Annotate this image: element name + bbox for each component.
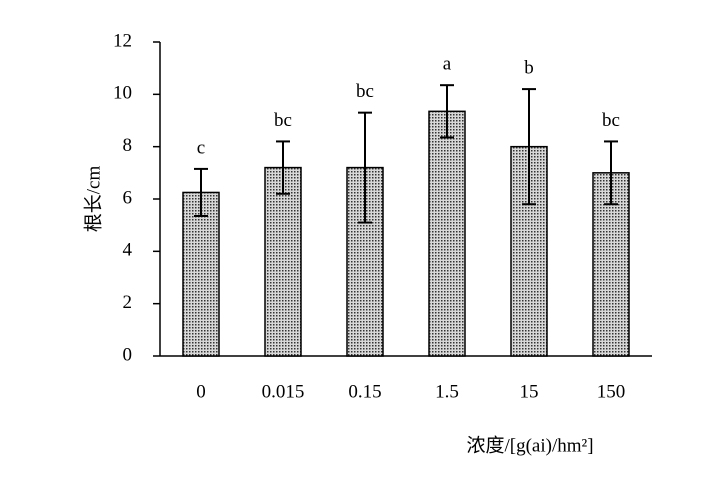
x-tick-label: 0.15 [348,381,381,402]
y-tick-label: 2 [123,292,133,313]
y-tick-label: 12 [113,30,132,51]
x-tick-label: 0 [196,381,206,402]
x-tick-label: 150 [597,381,626,402]
significance-label: bc [356,81,374,102]
significance-label: b [524,57,534,78]
y-tick-label: 0 [123,344,133,365]
significance-label: a [443,54,452,75]
y-tick-label: 6 [123,187,133,208]
y-tick-label: 8 [123,135,133,156]
bar [428,110,466,357]
significance-label: c [197,137,205,158]
significance-label: bc [274,110,292,131]
y-axis-label: 根长/cm [82,166,104,233]
bar [264,166,302,357]
x-tick-label: 0.015 [262,381,305,402]
x-tick-label: 15 [520,381,539,402]
y-tick-label: 10 [113,83,132,104]
significance-label: bc [602,110,620,131]
y-tick-label: 4 [123,240,133,261]
x-axis-label: 浓度/[g(ai)/hm²] [466,434,593,456]
x-tick-label: 1.5 [435,381,459,402]
